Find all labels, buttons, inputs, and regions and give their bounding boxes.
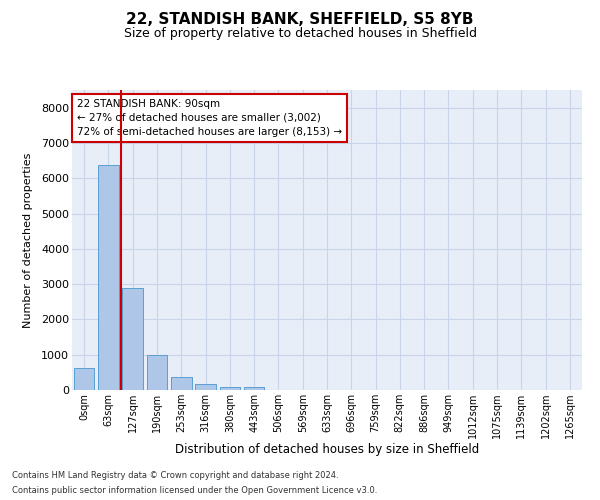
Bar	[98, 165, 119, 390]
Bar	[195, 384, 216, 390]
Text: 22 STANDISH BANK: 90sqm
← 27% of detached houses are smaller (3,002)
72% of semi: 22 STANDISH BANK: 90sqm ← 27% of detache…	[77, 99, 342, 137]
Text: 22, STANDISH BANK, SHEFFIELD, S5 8YB: 22, STANDISH BANK, SHEFFIELD, S5 8YB	[126, 12, 474, 28]
Bar	[171, 377, 191, 390]
Y-axis label: Number of detached properties: Number of detached properties	[23, 152, 33, 328]
Text: Distribution of detached houses by size in Sheffield: Distribution of detached houses by size …	[175, 442, 479, 456]
Bar	[122, 288, 143, 390]
Bar	[220, 387, 240, 390]
Text: Size of property relative to detached houses in Sheffield: Size of property relative to detached ho…	[124, 28, 476, 40]
Bar	[244, 387, 265, 390]
Bar	[74, 368, 94, 390]
Text: Contains HM Land Registry data © Crown copyright and database right 2024.: Contains HM Land Registry data © Crown c…	[12, 471, 338, 480]
Text: Contains public sector information licensed under the Open Government Licence v3: Contains public sector information licen…	[12, 486, 377, 495]
Bar	[146, 356, 167, 390]
